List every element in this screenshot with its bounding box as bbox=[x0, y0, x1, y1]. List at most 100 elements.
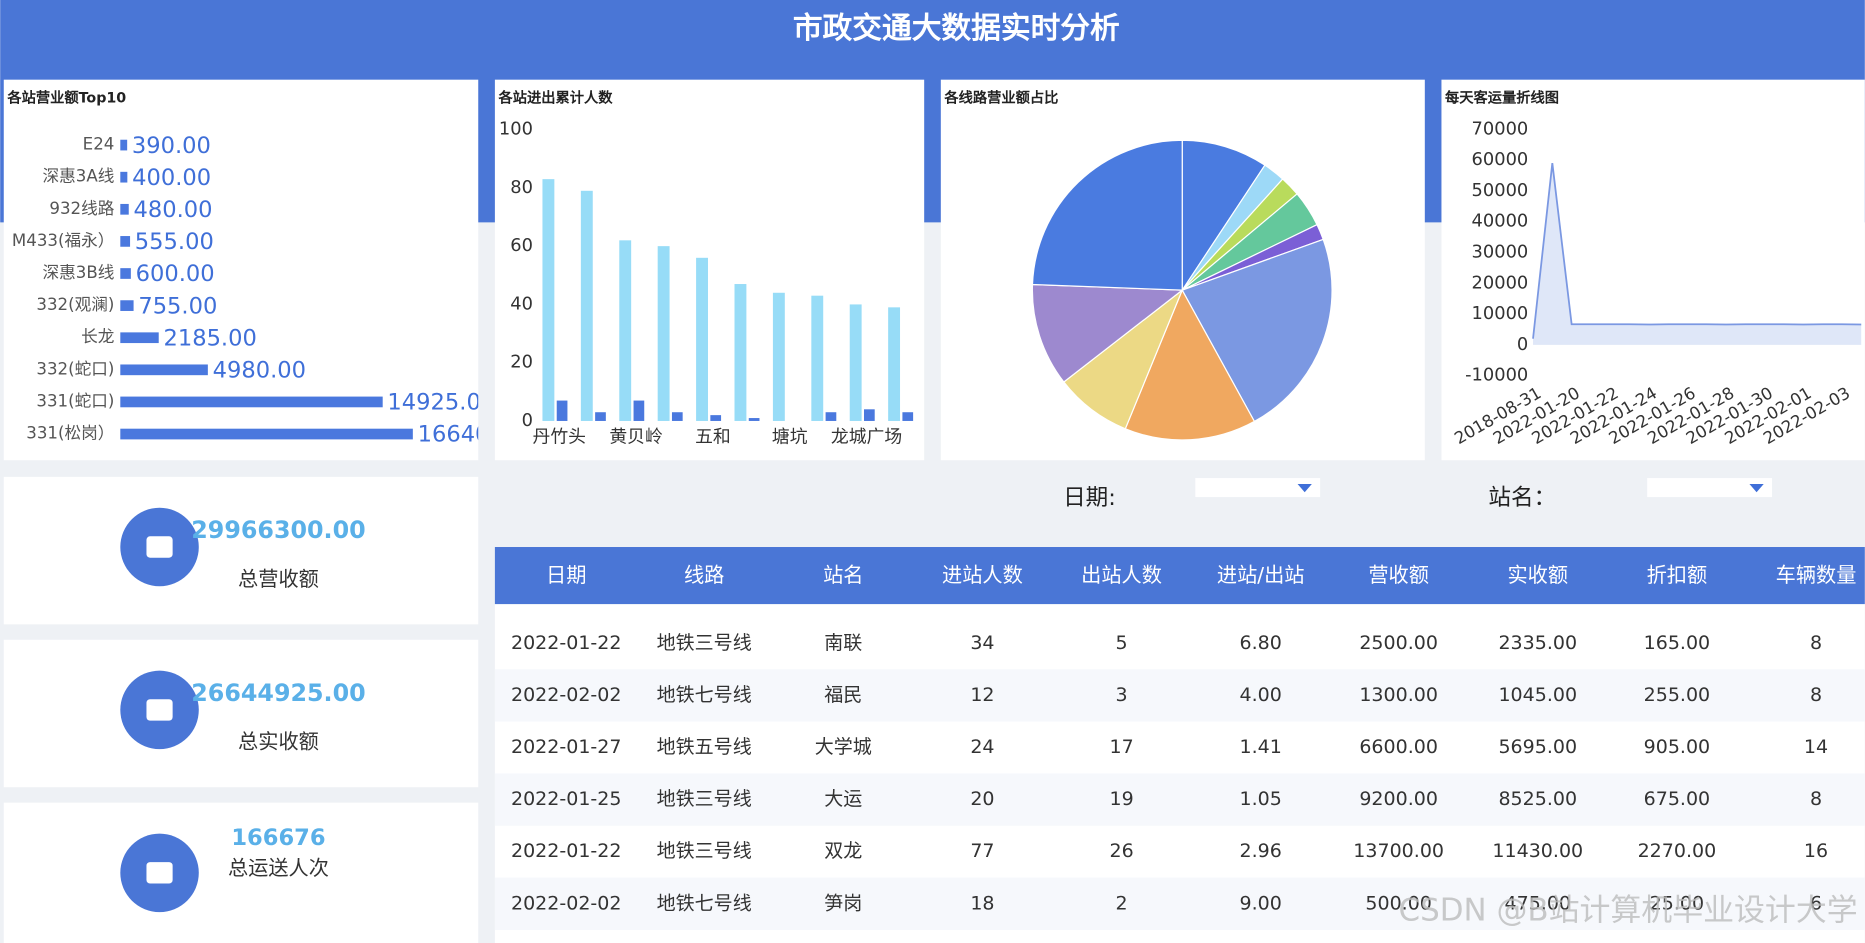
pie-slice bbox=[1124, 288, 1256, 441]
table-cell: 6600.00 bbox=[1359, 736, 1438, 758]
table-cell: 26 bbox=[1109, 840, 1133, 862]
x-tick-label: 五和 bbox=[695, 427, 731, 448]
table-cell: 地铁三号线 bbox=[657, 788, 752, 810]
value-label: 14925.00 bbox=[387, 390, 495, 416]
value-label: 390.00 bbox=[132, 133, 211, 159]
x-tick-label: 龙城广场 bbox=[831, 427, 902, 448]
page-title: 市政交通大数据实时分析 bbox=[793, 11, 1120, 46]
kpi-value: 29966300.00 bbox=[191, 516, 365, 544]
table-cell: 17 bbox=[1109, 736, 1133, 758]
kpi-label: 总实收额 bbox=[238, 730, 319, 754]
y-tick-label: 40 bbox=[510, 293, 533, 314]
table-cell: 大学城 bbox=[815, 736, 872, 758]
table-header-cell: 进站人数 bbox=[942, 563, 1023, 587]
bar bbox=[556, 400, 568, 421]
table-cell: 大运 bbox=[824, 788, 862, 810]
table-header-cell: 日期 bbox=[546, 563, 586, 587]
table-cell: 13700.00 bbox=[1353, 840, 1444, 862]
table-cell: 12 bbox=[970, 684, 994, 706]
bar bbox=[825, 412, 837, 421]
table-cell: 地铁七号线 bbox=[657, 684, 752, 706]
table-cell: 2022-01-22 bbox=[511, 840, 622, 862]
pie-slice bbox=[1181, 238, 1333, 423]
bar bbox=[864, 409, 875, 421]
bar bbox=[710, 415, 722, 421]
table-cell: 南联 bbox=[824, 632, 862, 654]
y-tick-label: 60 bbox=[510, 235, 533, 256]
bar bbox=[120, 236, 131, 247]
value-label: 16640.00 bbox=[418, 422, 526, 448]
table-cell: 255.00 bbox=[1644, 684, 1711, 706]
table-cell: 笋岗 bbox=[824, 892, 862, 914]
chart-title: 各站营业额Top10 bbox=[6, 89, 126, 107]
table-header-cell: 车辆数量 bbox=[1776, 563, 1857, 587]
table-cell: 2022-01-25 bbox=[511, 788, 622, 810]
table-cell: 905.00 bbox=[1644, 736, 1711, 758]
kpi-icon-glyph bbox=[146, 862, 173, 884]
category-label: 331(蛇口) bbox=[36, 391, 114, 410]
pie-slice bbox=[1031, 283, 1184, 383]
kpi-card bbox=[3, 639, 479, 788]
table-cell: 77 bbox=[970, 840, 994, 862]
y-tick-label: 20 bbox=[510, 352, 533, 373]
table-cell: 2022-01-22 bbox=[511, 632, 622, 654]
kpi-value: 26644925.00 bbox=[191, 679, 365, 707]
y-tick-label: 10000 bbox=[1472, 303, 1529, 324]
table-header-cell: 营收额 bbox=[1368, 563, 1429, 587]
table-cell: 2335.00 bbox=[1498, 632, 1577, 654]
table-cell: 双龙 bbox=[824, 840, 862, 862]
table-header bbox=[494, 547, 1865, 605]
pie-slice bbox=[1181, 139, 1266, 293]
bar bbox=[120, 171, 128, 183]
x-tick-label: 黄贝岭 bbox=[609, 427, 663, 448]
table-cell: 2022-02-02 bbox=[511, 892, 622, 914]
y-tick-label: -10000 bbox=[1465, 365, 1528, 386]
table-cell: 6 bbox=[1810, 892, 1822, 914]
category-label: 深惠3A线 bbox=[43, 167, 115, 186]
bar bbox=[120, 300, 134, 311]
bar bbox=[811, 295, 824, 421]
y-tick-label: 0 bbox=[522, 410, 533, 431]
table-cell: 8 bbox=[1810, 632, 1822, 654]
filter-dropdown[interactable] bbox=[1195, 478, 1321, 498]
filter-dropdown[interactable] bbox=[1647, 478, 1773, 498]
table-cell: 475.00 bbox=[1505, 892, 1572, 914]
table-cell: 地铁五号线 bbox=[657, 736, 752, 758]
bar bbox=[120, 332, 159, 344]
table-cell: 8 bbox=[1810, 788, 1822, 810]
filter-label: 站名： bbox=[1488, 485, 1556, 511]
filter-label: 日期: bbox=[1063, 485, 1116, 511]
kpi-card bbox=[3, 476, 479, 625]
bar bbox=[657, 246, 670, 421]
bar bbox=[595, 412, 606, 421]
y-tick-label: 20000 bbox=[1472, 272, 1529, 293]
table-cell: 675.00 bbox=[1644, 788, 1711, 810]
table-cell: 1045.00 bbox=[1498, 684, 1577, 706]
kpi-icon-glyph bbox=[146, 536, 173, 558]
table-cell: 2.96 bbox=[1240, 840, 1282, 862]
table-cell: 5695.00 bbox=[1498, 736, 1577, 758]
bar bbox=[902, 412, 914, 421]
table-cell: 2270.00 bbox=[1638, 840, 1717, 862]
category-label: E24 bbox=[83, 135, 115, 154]
table-cell: 18 bbox=[970, 892, 994, 914]
table-cell: 地铁三号线 bbox=[657, 632, 752, 654]
table-cell: 4.00 bbox=[1240, 684, 1282, 706]
value-label: 400.00 bbox=[132, 165, 211, 191]
table-cell: 6.80 bbox=[1240, 632, 1282, 654]
y-tick-label: 80 bbox=[510, 177, 533, 198]
bar bbox=[696, 257, 708, 421]
value-label: 600.00 bbox=[136, 261, 215, 287]
table-cell: 5 bbox=[1116, 632, 1128, 654]
x-tick-label: 塘坑 bbox=[772, 427, 808, 448]
value-label: 4980.00 bbox=[213, 358, 306, 384]
table-cell: 20 bbox=[970, 788, 994, 810]
category-label: 932线路 bbox=[49, 199, 114, 218]
table-header-cell: 站名 bbox=[823, 563, 863, 587]
category-label: M433(福永） bbox=[12, 231, 114, 250]
kpi-icon-glyph bbox=[146, 699, 173, 721]
value-label: 480.00 bbox=[134, 197, 213, 223]
table-cell: 165.00 bbox=[1644, 632, 1711, 654]
table-cell: 1.05 bbox=[1240, 788, 1282, 810]
